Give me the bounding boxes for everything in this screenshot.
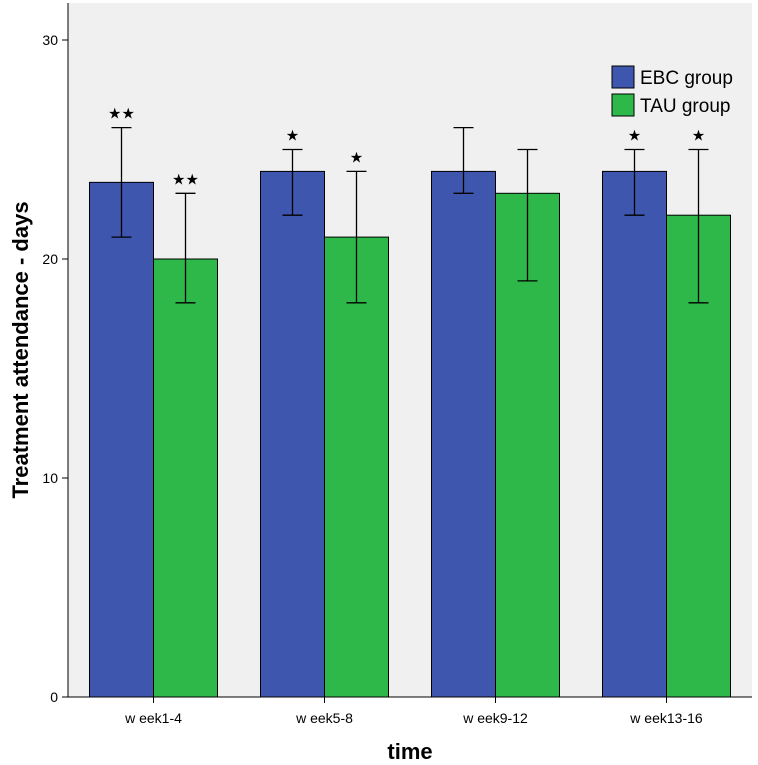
y-tick-label: 10 xyxy=(42,470,58,486)
significance-marker: ★★ xyxy=(172,170,199,188)
bar-ebc-group xyxy=(602,170,667,698)
legend-label: EBC group xyxy=(640,68,733,89)
significance-marker: ★ xyxy=(286,127,299,145)
significance-marker: ★ xyxy=(628,127,641,145)
significance-marker: ★★ xyxy=(108,105,135,123)
y-tick-label: 0 xyxy=(50,689,58,705)
bar-tau-group xyxy=(324,236,389,698)
bar-ebc-group xyxy=(260,170,325,698)
bar-ebc-group xyxy=(431,170,496,698)
y-axis-title: Treatment attendance - days xyxy=(8,201,33,498)
x-tick-label: w eek9-12 xyxy=(462,710,528,726)
legend: EBC group TAU group xyxy=(611,65,733,117)
bars-layer xyxy=(89,170,731,698)
x-tick-label: w eek13-16 xyxy=(629,710,703,726)
y-tick-label: 30 xyxy=(42,32,58,48)
bar-tau-group xyxy=(153,258,218,698)
significance-layer: ★★★★★★★ ★ xyxy=(108,105,705,189)
error-bars-layer xyxy=(111,126,709,304)
bar-ebc-group xyxy=(89,181,154,698)
x-axis-title: time xyxy=(387,739,432,764)
significance-marker: ★ xyxy=(692,127,705,145)
x-tick-label: w eek1-4 xyxy=(124,710,182,726)
significance-marker: ★ xyxy=(350,148,363,166)
legend-swatch xyxy=(611,93,635,117)
x-tick-label: w eek5-8 xyxy=(295,710,353,726)
y-ticks: 0 10 20 30 xyxy=(42,32,68,705)
legend-swatch xyxy=(611,65,635,89)
legend-label: TAU group xyxy=(640,96,730,117)
y-tick-label: 20 xyxy=(42,251,58,267)
x-ticks: w eek1-4 w eek5-8 w eek9-12 w eek13-16 xyxy=(124,697,703,726)
